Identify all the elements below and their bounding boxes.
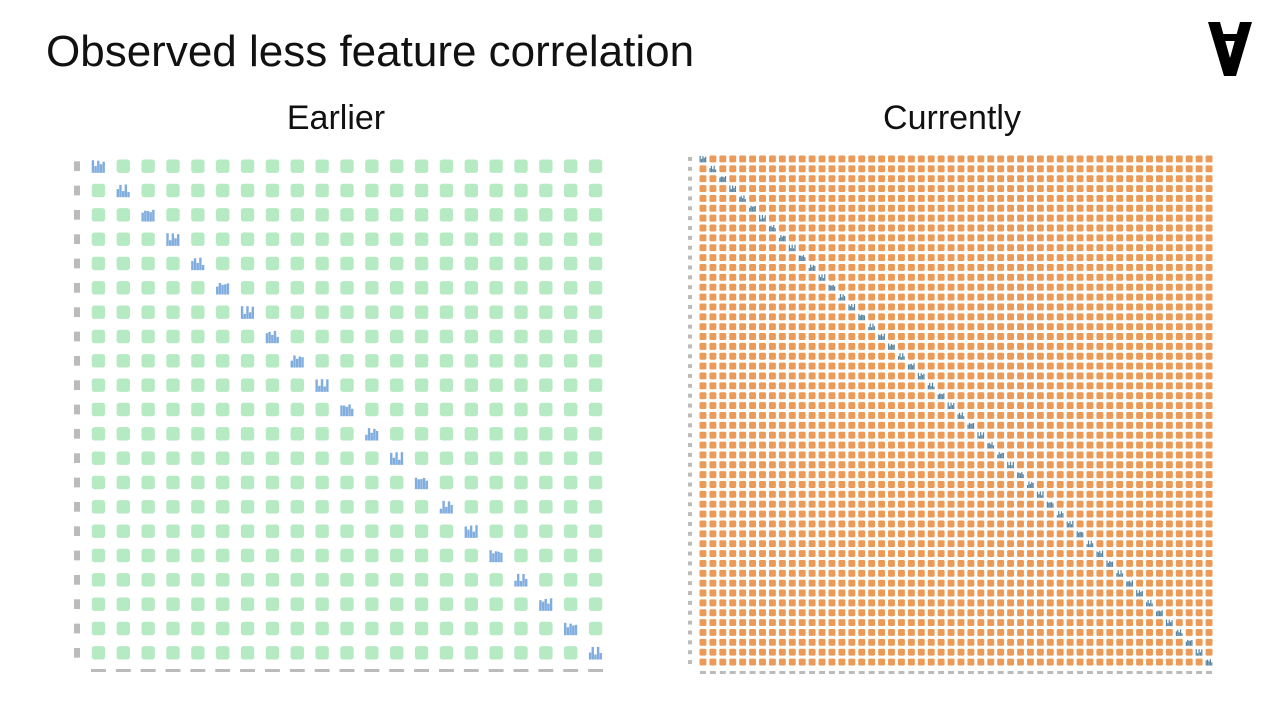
pairplot-earlier [62, 150, 612, 675]
inverted-a-logo-icon [1200, 18, 1260, 80]
panel-title-earlier: Earlier [286, 99, 386, 137]
panel-title-currently: Currently [883, 99, 1021, 137]
pairplot-currently [688, 150, 1218, 675]
slide-title: Observed less feature correlation [46, 27, 695, 76]
